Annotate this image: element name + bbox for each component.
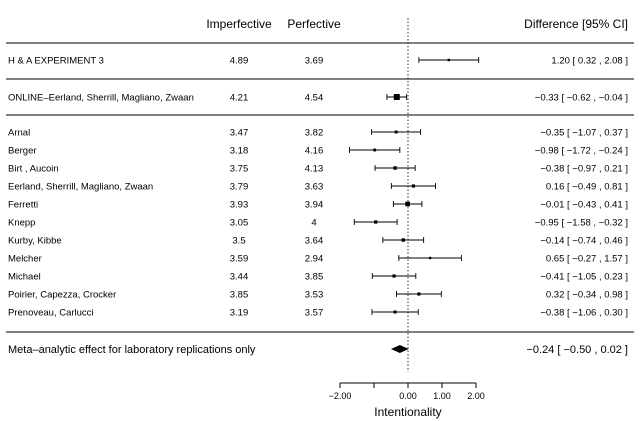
imperfective-value: 3.05 [230,218,249,229]
table-row: Arnal 3.47 3.82 −0.35 [ −1.07 , 0.37 ] [8,128,628,139]
table-row: ONLINE–Eerland, Sherrill, Magliano, Zwaa… [8,93,628,104]
point-estimate [417,292,421,296]
table-row: Knepp 3.05 4 −0.95 [ −1.58 , −0.32 ] [8,218,628,229]
table-row: Eerland, Sherrill, Magliano, Zwaan 3.79 3.… [8,182,628,193]
point-estimate [405,201,411,207]
imperfective-value: 3.59 [230,254,249,265]
perfective-value: 4 [311,218,316,229]
x-tick-label: −2.00 [329,391,352,401]
point-estimate [447,58,451,62]
point-estimate [411,184,416,188]
study-label: Ferretti [8,200,38,211]
summary-row: Meta–analytic effect for laboratory repl… [8,344,628,356]
imperfective-value: 4.21 [230,93,249,104]
perfective-value: 4.13 [305,164,324,175]
table-row: Poirier, Capezza, Crocker 3.85 3.53 0.32 [ … [8,290,628,301]
row-separators [6,42,634,333]
table-row: Prenoveau, Carlucci 3.19 3.57 −0.38 [ −1.06… [8,308,628,319]
study-label: Kurby, Kibbe [8,236,62,247]
ci-text: −0.38 [ −0.97 , 0.21 ] [540,164,628,175]
imperfective-value: 3.93 [230,200,249,211]
imperfective-value: 3.85 [230,290,249,301]
ci-text: −0.98 [ −1.72 , −0.24 ] [535,146,628,157]
x-axis: Intentionality −2.00 0.00 1.00 2.00 [329,382,485,419]
x-tick-label: 1.00 [433,391,451,401]
imperfective-value: 3.79 [230,182,249,193]
study-label: Melcher [8,254,42,265]
column-headers: Imperfective Perfective Difference [95% … [206,17,628,31]
table-row: Birt , Aucoin 3.75 4.13 −0.38 [ −0.97 , 0.2… [8,164,628,175]
perfective-value: 3.64 [305,236,324,247]
point-estimate [393,310,397,314]
summary-diamond [391,345,409,353]
x-tick-label: 0.00 [399,391,417,401]
perfective-value: 4.54 [305,93,324,104]
perfective-value: 3.57 [305,308,324,319]
study-label: Knepp [8,218,35,229]
imperfective-value: 4.89 [230,56,249,67]
summary-label: Meta–analytic effect for laboratory repl… [8,344,256,356]
ci-text: 1.20 [ 0.32 , 2.08 ] [551,56,628,67]
perfective-value: 3.94 [305,200,324,211]
ci-text: 0.32 [ −0.34 , 0.98 ] [546,290,628,301]
header-perfective: Perfective [287,17,341,31]
perfective-value: 3.69 [305,56,324,67]
ci-text: 0.16 [ −0.49 , 0.81 ] [546,182,628,193]
perfective-value: 3.85 [305,272,324,283]
ci-text: −0.14 [ −0.74 , 0.46 ] [540,236,628,247]
imperfective-value: 3.19 [230,308,249,319]
point-estimate [393,166,397,170]
ci-text: −0.01 [ −0.43 , 0.41 ] [540,200,628,211]
perfective-value: 3.63 [305,182,324,193]
perfective-value: 3.82 [305,128,324,139]
point-estimate [373,148,377,152]
point-estimate [393,94,400,100]
table-row: Melcher 3.59 2.94 0.65 [ −0.27 , 1.57 ] [8,254,628,265]
ci-text: 0.65 [ −0.27 , 1.57 ] [546,254,628,265]
point-estimate [394,130,398,134]
ci-text: −0.35 [ −1.07 , 0.37 ] [540,128,628,139]
imperfective-value: 3.44 [230,272,249,283]
study-label: Birt , Aucoin [8,164,59,175]
summary-ci-text: −0.24 [ −0.50 , 0.02 ] [526,344,628,356]
study-label: Michael [8,272,41,283]
point-estimate [428,256,432,260]
ci-text: −0.38 [ −1.06 , 0.30 ] [540,308,628,319]
perfective-value: 2.94 [305,254,324,265]
study-label: Prenoveau, Carlucci [8,308,94,319]
perfective-value: 3.53 [305,290,324,301]
imperfective-value: 3.18 [230,146,249,157]
point-estimate [374,220,378,224]
table-row: Kurby, Kibbe 3.5 3.64 −0.14 [ −0.74 , 0.46 … [8,236,628,247]
study-rows: H & A EXPERIMENT 3 4.89 3.69 1.20 [ 0.32 , … [8,56,628,319]
point-estimate [392,274,396,278]
ci-text: −0.33 [ −0.62 , −0.04 ] [535,93,628,104]
table-row: Michael 3.44 3.85 −0.41 [ −1.05 , 0.23 ] [8,272,628,283]
imperfective-value: 3.47 [230,128,249,139]
header-difference: Difference [95% CI] [524,17,628,31]
table-row: Ferretti 3.93 3.94 −0.01 [ −0.43 , 0.41 ] [8,200,628,211]
study-label: ONLINE–Eerland, Sherrill, Magliano, Zwaa… [8,93,194,104]
point-estimate [401,238,405,242]
study-label: Poirier, Capezza, Crocker [8,290,116,301]
x-tick-label: 2.00 [467,391,485,401]
x-axis-label: Intentionality [374,405,441,419]
study-label: Arnal [8,128,30,139]
table-row: H & A EXPERIMENT 3 4.89 3.69 1.20 [ 0.32 , … [8,56,628,67]
ci-text: −0.95 [ −1.58 , −0.32 ] [535,218,628,229]
study-label: Eerland, Sherrill, Magliano, Zwaan [8,182,153,193]
header-imperfective: Imperfective [206,17,272,31]
perfective-value: 4.16 [305,146,324,157]
study-label: Berger [8,146,37,157]
imperfective-value: 3.75 [230,164,249,175]
ci-text: −0.41 [ −1.05 , 0.23 ] [540,272,628,283]
imperfective-value: 3.5 [232,236,245,247]
study-label: H & A EXPERIMENT 3 [8,56,104,67]
table-row: Berger 3.18 4.16 −0.98 [ −1.72 , −0.24 ] [8,146,628,157]
